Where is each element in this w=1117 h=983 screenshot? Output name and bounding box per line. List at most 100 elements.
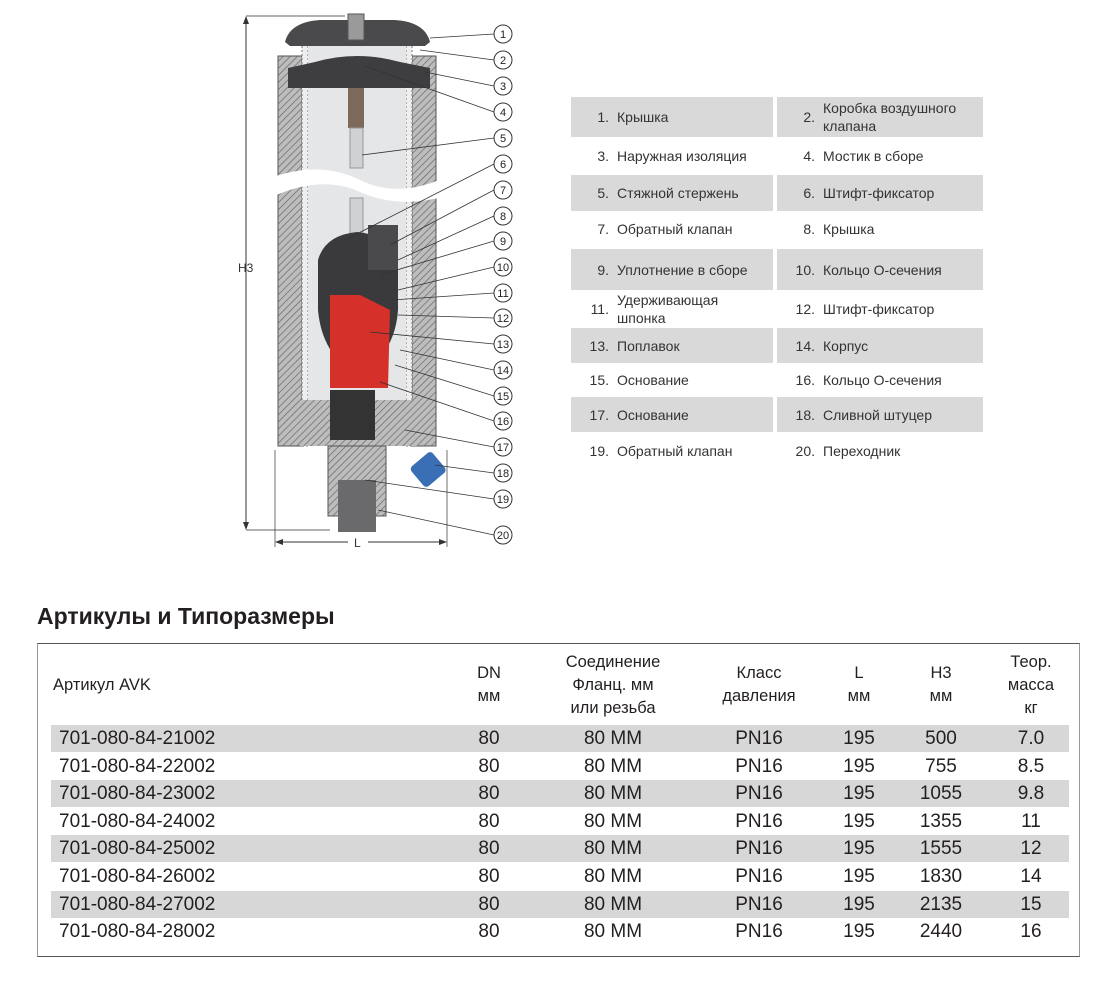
table-row: 701-080-84-27002 80 80 MM PN16 195 2135 15 [51, 890, 1069, 918]
svg-text:13: 13 [497, 339, 509, 351]
callout-13: 13 [369, 331, 513, 354]
legend-item-number: 9. [597, 261, 609, 278]
legend-row: 9. Уплотнение в сборе 10. Кольцо О-сечения [571, 249, 983, 290]
legend-item: 11. Удерживающая шпонка [571, 290, 773, 328]
column-header: Теор. масса кг [1007, 652, 1055, 717]
table-cell: 195 [843, 921, 875, 943]
articles-table: Артикул AVK DN мм Соединение Фланц. мм или ре… [37, 643, 1080, 957]
table-cell: 1555 [919, 838, 963, 860]
table-cell: 195 [843, 866, 875, 887]
svg-text:20: 20 [497, 530, 509, 542]
legend-item-label: Основание [617, 372, 689, 388]
h3-label: H3 [238, 261, 254, 275]
callout-18: 18 [434, 463, 513, 483]
section-title: Артикулы и Типоразмеры [37, 603, 335, 629]
table-cell: 80 [478, 783, 500, 805]
legend-item-label: Штифт-фиксатор [823, 301, 935, 317]
svg-text:4: 4 [500, 107, 506, 119]
dimension-h3: H3 [238, 15, 345, 531]
table-cell: 80 MM [583, 893, 643, 915]
table-row: 701-080-84-23002 80 80 MM PN16 195 1055 9.8 [51, 780, 1069, 808]
table-cell: 701-080-84-23002 [59, 783, 216, 805]
svg-text:17: 17 [497, 442, 509, 454]
legend-item-label: Крышка [617, 109, 669, 125]
legend-row: 11. Удерживающая шпонка 12. Штифт-фиксатор [571, 290, 983, 328]
legend-row: 1. Крышка 2. Коробка воздушного клапана [571, 97, 983, 137]
table-row: 701-080-84-22002 80 80 MM PN16 195 755 8.5 [51, 753, 1069, 780]
legend-item: 18. Сливной штуцер [777, 397, 983, 432]
table-cell: 80 [478, 755, 500, 777]
legend-item-number: 2. [803, 109, 815, 125]
table-cell: 701-080-84-26002 [59, 866, 216, 887]
table-cell: PN16 [735, 866, 783, 887]
table-cell: PN16 [735, 838, 783, 860]
table-cell: 195 [843, 838, 875, 860]
legend-item-label: Обратный клапан [617, 221, 733, 237]
table-cell: PN16 [735, 755, 783, 777]
svg-text:14: 14 [497, 365, 509, 377]
svg-text:18: 18 [497, 468, 509, 480]
callout-1: 1 [429, 24, 513, 44]
table-cell: 80 MM [583, 755, 643, 777]
legend-item: 3. Наружная изоляция [571, 137, 773, 175]
table-cell: 701-080-84-27002 [59, 893, 216, 915]
legend-item-label: Коробка воздушного клапана [823, 100, 957, 134]
l-label: L [354, 536, 361, 550]
legend-item-number: 19. [589, 443, 609, 459]
legend-row: 19. Обратный клапан 20. Переходник [571, 432, 983, 470]
legend-row: 5. Стяжной стержень 6. Штифт-фиксатор [571, 175, 983, 211]
table-row: 701-080-84-28002 80 80 MM PN16 195 2440 16 [51, 918, 1069, 945]
legend-row: 13. Поплавок 14. Корпус [571, 328, 983, 363]
table-cell: 195 [843, 783, 875, 805]
callout-8: 8 [397, 206, 513, 261]
table-cell: 80 MM [583, 728, 643, 749]
legend-item: 9. Уплотнение в сборе [571, 249, 773, 290]
svg-text:11: 11 [497, 288, 508, 300]
legend-item: 1. Крышка [571, 97, 773, 137]
legend-item: 15. Основание [571, 363, 773, 397]
legend-item: 14. Корпус [777, 328, 983, 363]
legend-item-label: Удерживающая шпонка [617, 292, 719, 326]
table-cell: 9.8 [1017, 783, 1045, 805]
svg-text:10: 10 [497, 262, 509, 274]
legend-item-number: 7. [597, 221, 609, 237]
legend-item-label: Кольцо О-сечения [823, 372, 942, 388]
table-cell: 14 [1020, 866, 1042, 887]
legend-item-number: 18. [795, 406, 815, 423]
legend-item: 7. Обратный клапан [571, 211, 773, 247]
table-cell: 80 [478, 838, 500, 860]
svg-text:6: 6 [500, 159, 506, 171]
svg-text:8: 8 [500, 211, 506, 223]
table-cell: 80 [478, 810, 500, 832]
table-cell: 195 [843, 755, 875, 777]
svg-text:3: 3 [500, 81, 506, 93]
legend-item-number: 4. [803, 148, 815, 164]
svg-text:19: 19 [497, 494, 509, 506]
legend-item-label: Основание [617, 406, 689, 423]
table-cell: 500 [925, 728, 957, 749]
legend-item-label: Поплавок [617, 337, 680, 354]
table-cell: 701-080-84-22002 [59, 755, 216, 777]
legend-row: 3. Наружная изоляция 4. Мостик в сборе [571, 137, 983, 175]
svg-text:7: 7 [500, 185, 506, 197]
legend-item-label: Корпус [823, 337, 869, 354]
table-cell: 2440 [919, 921, 963, 943]
callout-19: 19 [364, 479, 513, 509]
legend-item: 4. Мостик в сборе [777, 137, 983, 175]
table-cell: 80 [478, 893, 500, 915]
table-cell: 16 [1020, 921, 1042, 943]
legend-item: 2. Коробка воздушного клапана [777, 97, 983, 137]
legend-item: 17. Основание [571, 397, 773, 432]
table-cell: 80 MM [583, 866, 643, 887]
svg-text:5: 5 [500, 133, 506, 145]
legend-item: 19. Обратный клапан [571, 432, 773, 470]
callout-3: 3 [424, 71, 513, 96]
table-cell: 195 [843, 810, 875, 832]
table-cell: 195 [843, 728, 875, 749]
legend-item: 16. Кольцо О-сечения [777, 363, 983, 397]
legend-item: 6. Штифт-фиксатор [777, 175, 983, 211]
legend-row: 17. Основание 18. Сливной штуцер [571, 397, 983, 432]
legend-item-number: 8. [803, 221, 815, 237]
